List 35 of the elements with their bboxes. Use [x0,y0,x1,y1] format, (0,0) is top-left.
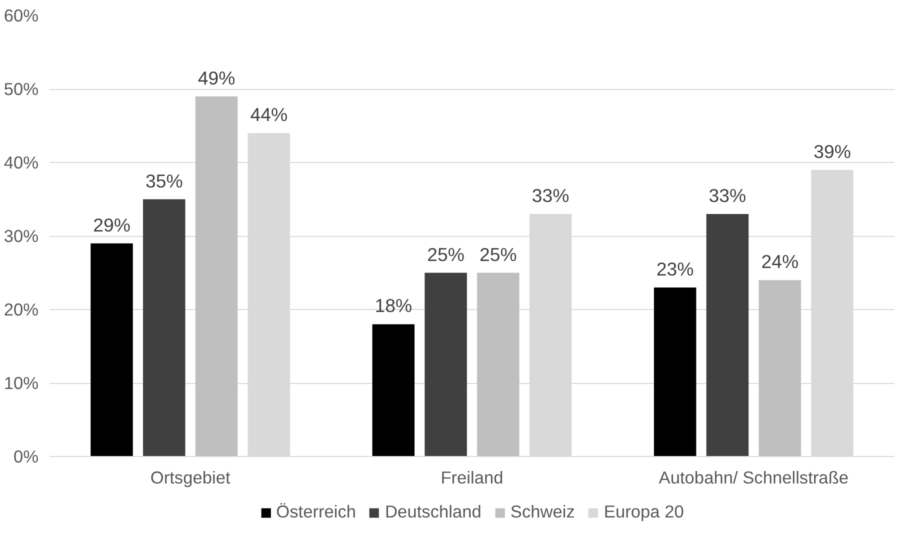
y-tick-label: 30% [4,226,39,246]
bar [758,280,801,456]
data-label: 33% [532,184,570,206]
bar [654,287,696,456]
bar [477,272,520,456]
data-label: 25% [427,244,464,265]
legend-label: Österreich [276,502,356,522]
data-label: 24% [761,251,799,272]
y-tick-label: 20% [4,300,39,320]
y-tick-label: 0% [13,446,38,466]
bar [195,96,238,456]
data-label: 35% [145,170,183,192]
y-tick-label: 10% [4,373,39,393]
y-tick-label: 60% [4,6,39,26]
bar [90,243,133,456]
bar [372,324,415,456]
x-tick-label: Autobahn/ Schnellstraße [658,468,849,488]
data-label: 49% [198,67,236,88]
bar [143,199,186,456]
legend-label: Schweiz [510,502,575,522]
legend-label: Europa 20 [604,502,684,522]
y-tick-label: 50% [4,79,39,99]
data-label: 44% [250,104,288,126]
x-tick-label: Ortsgebiet [150,468,230,488]
data-label: 33% [708,184,746,206]
data-label: 25% [480,244,517,265]
bar [424,272,467,456]
bar [706,214,749,456]
data-label: 23% [656,258,694,280]
x-tick-label: Freiland [440,468,504,488]
data-label: 29% [93,214,130,236]
legend-label: Deutschland [385,502,482,522]
data-label: 18% [374,295,412,316]
data-label: 39% [814,140,851,162]
y-tick-label: 40% [4,152,39,172]
